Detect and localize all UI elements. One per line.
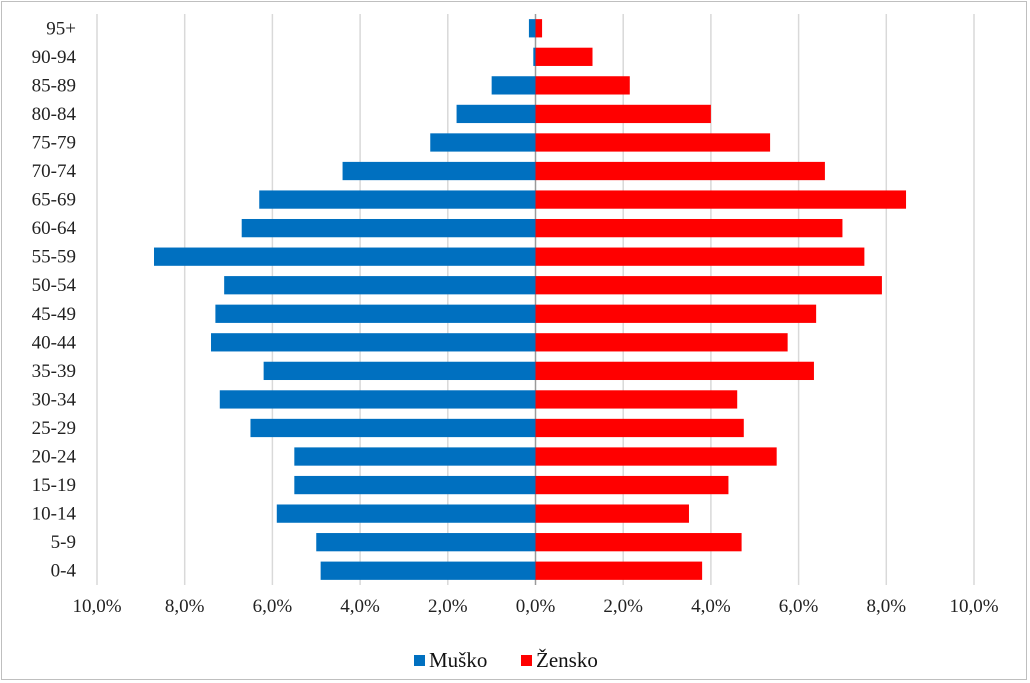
bar-musko-35-39: [263, 361, 536, 381]
bar-musko-60-64: [241, 218, 536, 238]
y-tick-label: 10-14: [32, 504, 77, 525]
bar-zensko-90-94: [535, 47, 593, 66]
bar-musko-45-49: [215, 304, 536, 323]
y-tick-label: 85-89: [32, 75, 76, 96]
bar-musko-65-69: [259, 190, 536, 209]
bar-musko-85-89: [491, 76, 536, 95]
bar-musko-0-4: [320, 561, 536, 580]
y-tick-label: 5-9: [51, 532, 76, 553]
bar-zensko-45-49: [535, 304, 817, 323]
bar-musko-90-94: [533, 47, 536, 66]
bar-zensko-85-89: [535, 76, 630, 95]
y-tick-label: 80-84: [32, 104, 77, 125]
bar-zensko-55-59: [535, 247, 865, 266]
legend: Muško Žensko: [414, 648, 598, 672]
bar-musko-25-29: [250, 418, 536, 438]
bar-zensko-0-4: [535, 561, 703, 580]
y-axis-labels: 0-4 5-9 10-14 15-19 20-24 25-29 30-34 35-39 40-4…: [32, 18, 77, 581]
y-tick-label: 50-54: [32, 275, 77, 296]
legend-swatch: [521, 655, 532, 666]
y-tick-label: 25-29: [32, 418, 76, 439]
x-tick-label: 8,0%: [867, 596, 907, 617]
bar-zensko-30-34: [535, 390, 738, 409]
y-tick-label: 65-69: [32, 190, 76, 211]
bar-zensko-35-39: [535, 361, 814, 381]
y-tick-label: 0-4: [51, 561, 77, 582]
bar-zensko-65-69: [535, 190, 907, 209]
y-tick-label: 75-79: [32, 132, 76, 153]
x-tick-label: 2,0%: [603, 596, 643, 617]
bar-musko-20-24: [294, 447, 536, 466]
y-tick-label: 15-19: [32, 475, 76, 496]
x-tick-label: 10,0%: [72, 596, 121, 617]
bar-zensko-40-44: [535, 333, 788, 352]
y-tick-label: 40-44: [32, 332, 77, 353]
y-tick-label: 60-64: [32, 218, 77, 239]
legend-label: Žensko: [536, 648, 598, 672]
y-tick-label: 95+: [46, 18, 76, 39]
bar-zensko-25-29: [535, 418, 744, 438]
bar-musko-95+: [528, 19, 536, 38]
bar-musko-10-14: [276, 504, 536, 523]
bar-zensko-5-9: [535, 533, 742, 552]
bar-musko-50-54: [224, 276, 536, 295]
bar-musko-70-74: [342, 161, 536, 181]
bars: [154, 19, 907, 580]
bar-zensko-70-74: [535, 161, 825, 181]
y-tick-label: 70-74: [32, 161, 77, 182]
x-tick-label: 10,0%: [949, 596, 998, 617]
bar-zensko-15-19: [535, 475, 729, 495]
bar-musko-40-44: [211, 333, 536, 352]
bar-musko-30-34: [219, 390, 536, 409]
y-tick-label: 20-24: [32, 447, 77, 468]
legend-swatch: [414, 655, 425, 666]
y-tick-label: 30-34: [32, 389, 77, 410]
y-tick-label: 35-39: [32, 361, 76, 382]
x-tick-label: 6,0%: [779, 596, 819, 617]
bar-musko-55-59: [154, 247, 536, 266]
bar-musko-75-79: [430, 133, 536, 152]
bar-zensko-75-79: [535, 133, 771, 152]
bar-musko-80-84: [456, 104, 536, 124]
y-tick-label: 45-49: [32, 304, 76, 325]
x-tick-label: 2,0%: [428, 596, 468, 617]
bar-musko-15-19: [294, 475, 536, 495]
bar-zensko-20-24: [535, 447, 777, 466]
y-tick-label: 55-59: [32, 247, 76, 268]
x-axis-labels: 10,0% 8,0% 6,0% 4,0% 2,0% 0,0% 2,0% 4,0% 6,0% 8,0…: [72, 596, 998, 617]
x-tick-label: 4,0%: [340, 596, 380, 617]
x-tick-label: 0,0%: [516, 596, 556, 617]
bar-zensko-95+: [535, 19, 543, 38]
y-tick-label: 90-94: [32, 47, 77, 68]
x-tick-label: 4,0%: [691, 596, 731, 617]
bar-zensko-10-14: [535, 504, 689, 523]
bar-zensko-60-64: [535, 218, 843, 238]
gridlines: [96, 14, 975, 585]
bar-zensko-50-54: [535, 276, 882, 295]
x-tick-label: 8,0%: [165, 596, 205, 617]
bar-musko-5-9: [316, 533, 536, 552]
x-tick-label: 6,0%: [253, 596, 293, 617]
bar-zensko-80-84: [535, 104, 711, 124]
legend-label: Muško: [429, 648, 487, 672]
